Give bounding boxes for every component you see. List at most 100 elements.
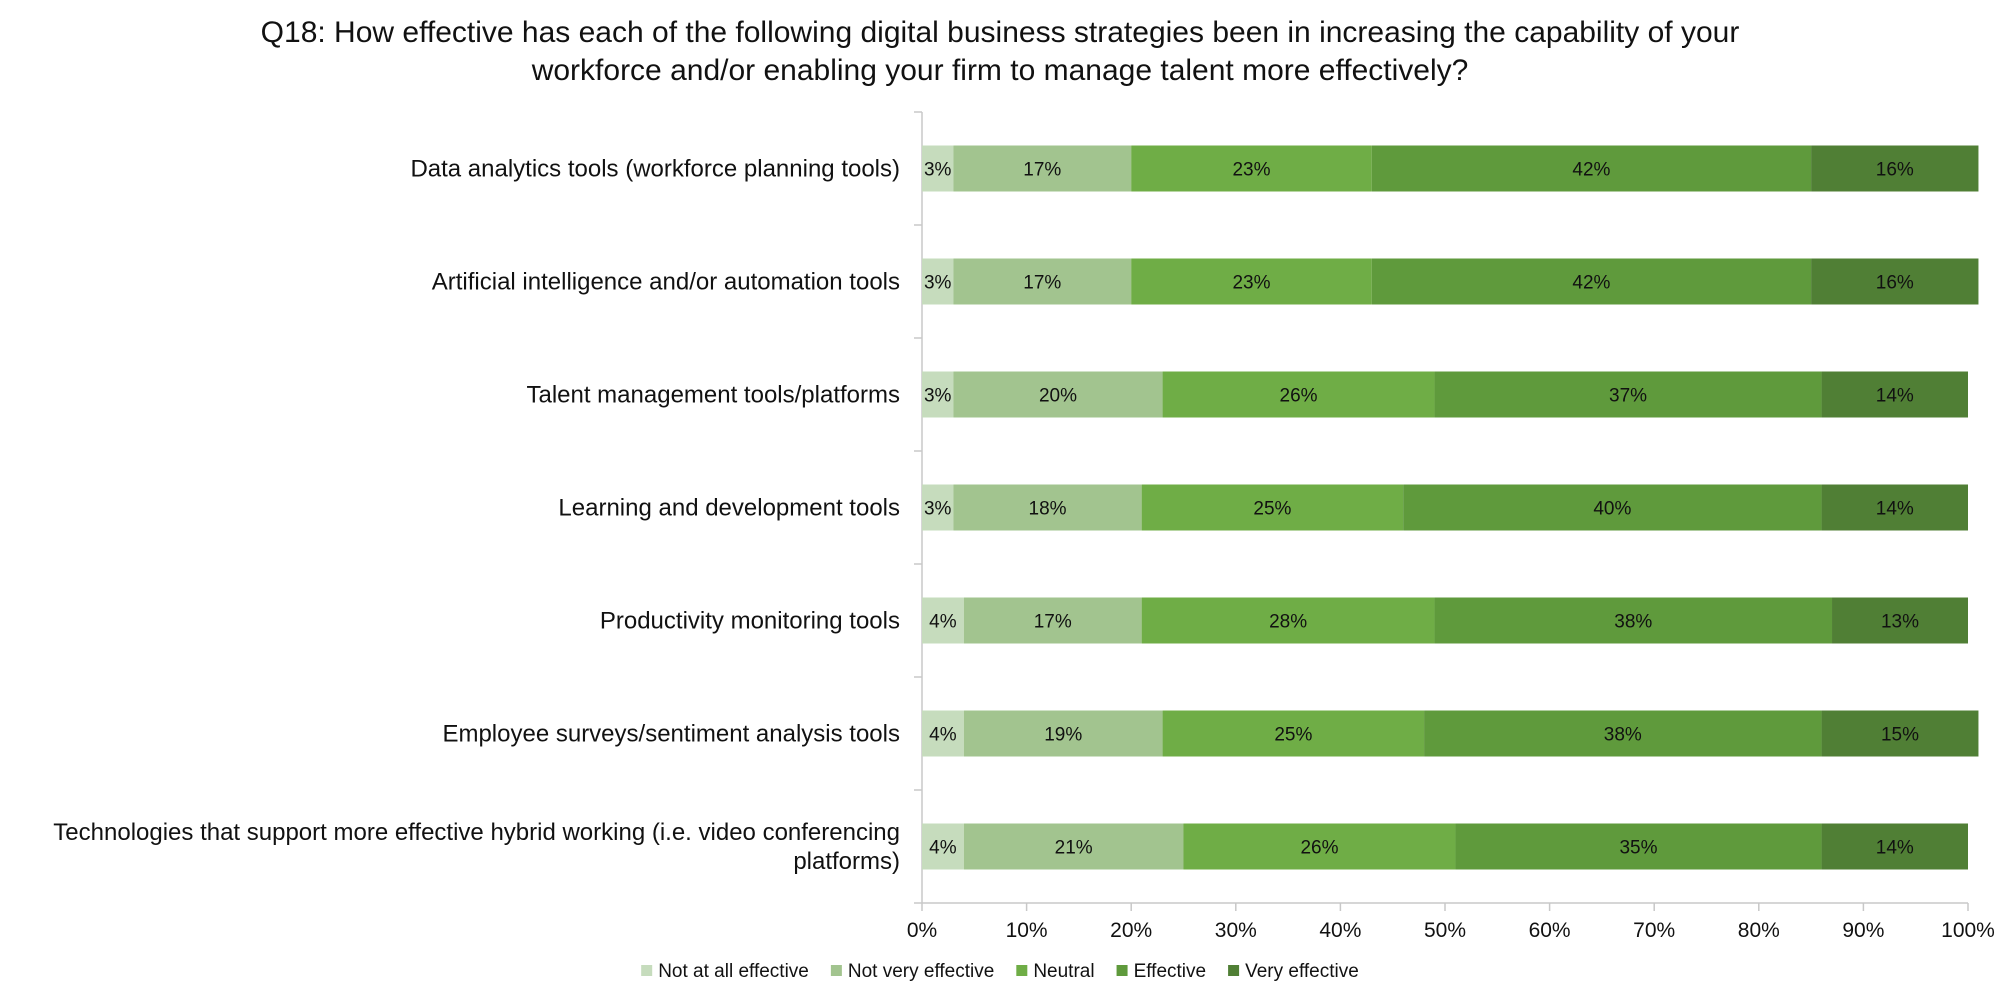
data-label: 15% (1881, 725, 1919, 746)
bar-segment (1141, 597, 1435, 644)
legend-swatch (830, 965, 842, 976)
bar-segment (953, 484, 1142, 531)
data-label: 42% (1572, 160, 1610, 181)
bar-segment (922, 371, 954, 418)
data-label: 28% (1269, 612, 1307, 633)
data-label: 17% (1023, 160, 1061, 181)
category-label: Learning and development tools (558, 495, 900, 522)
bar-segment (1141, 484, 1404, 531)
x-tick-label: 60% (1529, 919, 1571, 942)
category-label: Employee surveys/sentiment analysis tool… (442, 721, 900, 748)
category-label-line: platforms) (793, 848, 900, 875)
bar-segment (1131, 258, 1372, 305)
bar-segment (922, 710, 964, 757)
x-tick-label: 50% (1424, 919, 1466, 942)
data-label: 35% (1619, 838, 1657, 859)
category-label: Artificial intelligence and/or automatio… (432, 269, 900, 296)
bar-segment (922, 484, 954, 531)
bar-segment (1821, 823, 1968, 870)
bar-segment (922, 597, 964, 644)
category-label-line: Data analytics tools (workforce planning… (410, 156, 900, 183)
bar-segment (1424, 710, 1822, 757)
x-tick-label: 40% (1319, 919, 1361, 942)
bar-segment (1183, 823, 1456, 870)
x-tick-label: 90% (1842, 919, 1884, 942)
legend-swatch (641, 965, 653, 976)
x-tick-label: 30% (1215, 919, 1257, 942)
data-label: 3% (924, 160, 952, 181)
data-label: 3% (924, 386, 952, 407)
bar-segment (963, 597, 1142, 644)
data-label: 17% (1023, 273, 1061, 294)
data-label: 37% (1609, 386, 1647, 407)
legend-swatch (1016, 965, 1028, 976)
data-label: 25% (1274, 725, 1312, 746)
bar-segment (953, 145, 1132, 192)
legend-label: Effective (1134, 961, 1207, 982)
data-label: 3% (924, 499, 952, 520)
bar-segment (1821, 710, 1979, 757)
category-label-line: Learning and development tools (558, 495, 900, 522)
data-label: 17% (1034, 612, 1072, 633)
data-label: 42% (1572, 273, 1610, 294)
x-tick-label: 10% (1006, 919, 1048, 942)
data-label: 14% (1876, 386, 1914, 407)
bar-segment (953, 258, 1132, 305)
category-label-line: Employee surveys/sentiment analysis tool… (442, 721, 900, 748)
bar-segment (1403, 484, 1822, 531)
bar-segment (1821, 371, 1968, 418)
bar-segment (1371, 145, 1812, 192)
data-label: 14% (1876, 838, 1914, 859)
data-label: 4% (929, 612, 957, 633)
category-label-line: Artificial intelligence and/or automatio… (432, 269, 900, 296)
bar-segment (1434, 597, 1833, 644)
bar-segment (1811, 145, 1979, 192)
category-label: Data analytics tools (workforce planning… (410, 156, 900, 183)
bar-segment (1371, 258, 1812, 305)
bar-segment (1162, 371, 1435, 418)
category-label: Technologies that support more effective… (53, 819, 900, 875)
x-tick-label: 100% (1941, 919, 1995, 942)
data-label: 40% (1593, 499, 1631, 520)
data-label: 14% (1876, 499, 1914, 520)
data-label: 23% (1232, 160, 1270, 181)
data-label: 16% (1876, 273, 1914, 294)
category-label: Productivity monitoring tools (600, 608, 900, 635)
bar-segment (1811, 258, 1979, 305)
bar-segment (1455, 823, 1822, 870)
data-label: 21% (1055, 838, 1093, 859)
category-label-line: Technologies that support more effective… (53, 819, 900, 846)
bar-segment (922, 258, 954, 305)
category-label-line: Talent management tools/platforms (526, 382, 900, 409)
chart-title: Q18: How effective has each of the follo… (260, 16, 1740, 87)
bar-segment (922, 145, 954, 192)
legend-label: Not very effective (848, 961, 994, 982)
bar-segment (953, 371, 1163, 418)
category-label: Talent management tools/platforms (526, 382, 900, 409)
data-label: 26% (1300, 838, 1338, 859)
bar-segment (1162, 710, 1425, 757)
legend-swatch (1116, 965, 1128, 976)
data-label: 25% (1253, 499, 1291, 520)
data-label: 20% (1039, 386, 1077, 407)
bar-segment (922, 823, 964, 870)
x-tick-label: 20% (1110, 919, 1152, 942)
data-label: 4% (929, 838, 957, 859)
data-label: 23% (1232, 273, 1270, 294)
data-label: 4% (929, 725, 957, 746)
x-tick-label: 70% (1633, 919, 1675, 942)
category-label-line: Productivity monitoring tools (600, 608, 900, 635)
x-tick-label: 80% (1738, 919, 1780, 942)
data-label: 3% (924, 273, 952, 294)
data-label: 13% (1881, 612, 1919, 633)
data-label: 16% (1876, 160, 1914, 181)
bar-segment (1832, 597, 1968, 644)
data-label: 18% (1029, 499, 1067, 520)
data-label: 19% (1044, 725, 1082, 746)
legend-label: Neutral (1033, 961, 1094, 982)
data-label: 26% (1280, 386, 1318, 407)
bar-segment (963, 823, 1184, 870)
data-label: 38% (1614, 612, 1652, 633)
